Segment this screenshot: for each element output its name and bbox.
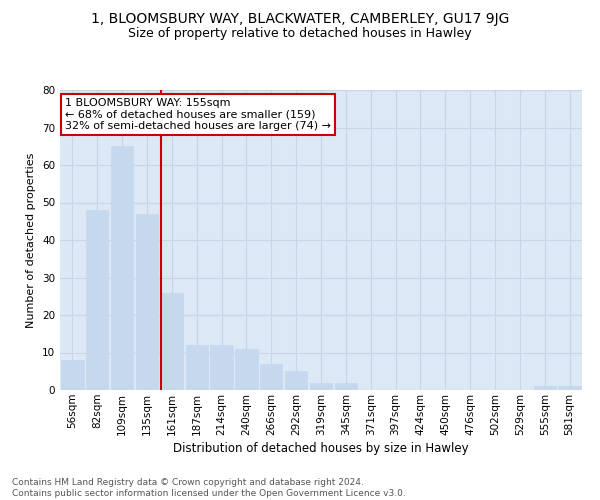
- Text: 1, BLOOMSBURY WAY, BLACKWATER, CAMBERLEY, GU17 9JG: 1, BLOOMSBURY WAY, BLACKWATER, CAMBERLEY…: [91, 12, 509, 26]
- Bar: [310, 382, 332, 390]
- Bar: [235, 349, 257, 390]
- Text: Size of property relative to detached houses in Hawley: Size of property relative to detached ho…: [128, 28, 472, 40]
- Bar: [533, 386, 556, 390]
- Bar: [61, 360, 83, 390]
- Bar: [260, 364, 283, 390]
- Bar: [559, 386, 581, 390]
- Text: 1 BLOOMSBURY WAY: 155sqm
← 68% of detached houses are smaller (159)
32% of semi-: 1 BLOOMSBURY WAY: 155sqm ← 68% of detach…: [65, 98, 331, 130]
- Bar: [136, 214, 158, 390]
- Bar: [86, 210, 109, 390]
- Bar: [161, 292, 183, 390]
- X-axis label: Distribution of detached houses by size in Hawley: Distribution of detached houses by size …: [173, 442, 469, 455]
- Bar: [285, 371, 307, 390]
- Bar: [211, 345, 233, 390]
- Text: Contains HM Land Registry data © Crown copyright and database right 2024.
Contai: Contains HM Land Registry data © Crown c…: [12, 478, 406, 498]
- Bar: [111, 146, 133, 390]
- Bar: [335, 382, 357, 390]
- Y-axis label: Number of detached properties: Number of detached properties: [26, 152, 37, 328]
- Bar: [185, 345, 208, 390]
